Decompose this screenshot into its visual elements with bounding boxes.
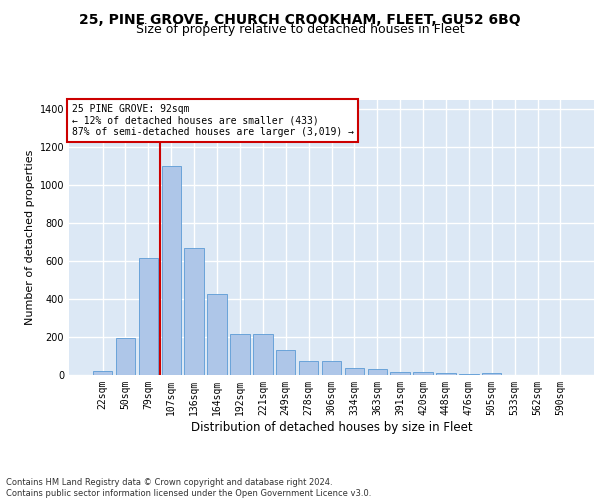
Bar: [116, 338, 135, 375]
Bar: [184, 248, 204, 375]
Bar: [253, 334, 272, 375]
Text: 25, PINE GROVE, CHURCH CROOKHAM, FLEET, GU52 6BQ: 25, PINE GROVE, CHURCH CROOKHAM, FLEET, …: [79, 12, 521, 26]
Bar: [93, 371, 112, 375]
Text: Contains HM Land Registry data © Crown copyright and database right 2024.
Contai: Contains HM Land Registry data © Crown c…: [6, 478, 371, 498]
Bar: [299, 361, 319, 375]
Bar: [413, 372, 433, 375]
Bar: [230, 334, 250, 375]
Bar: [208, 294, 227, 375]
Bar: [139, 258, 158, 375]
Bar: [436, 373, 455, 375]
Bar: [368, 370, 387, 375]
Bar: [276, 350, 295, 375]
Bar: [482, 373, 502, 375]
Bar: [344, 368, 364, 375]
Bar: [322, 361, 341, 375]
Text: 25 PINE GROVE: 92sqm
← 12% of detached houses are smaller (433)
87% of semi-deta: 25 PINE GROVE: 92sqm ← 12% of detached h…: [71, 104, 353, 138]
Y-axis label: Number of detached properties: Number of detached properties: [25, 150, 35, 325]
Bar: [161, 166, 181, 375]
Text: Size of property relative to detached houses in Fleet: Size of property relative to detached ho…: [136, 24, 464, 36]
Bar: [391, 372, 410, 375]
Bar: [459, 374, 479, 375]
X-axis label: Distribution of detached houses by size in Fleet: Distribution of detached houses by size …: [191, 420, 472, 434]
